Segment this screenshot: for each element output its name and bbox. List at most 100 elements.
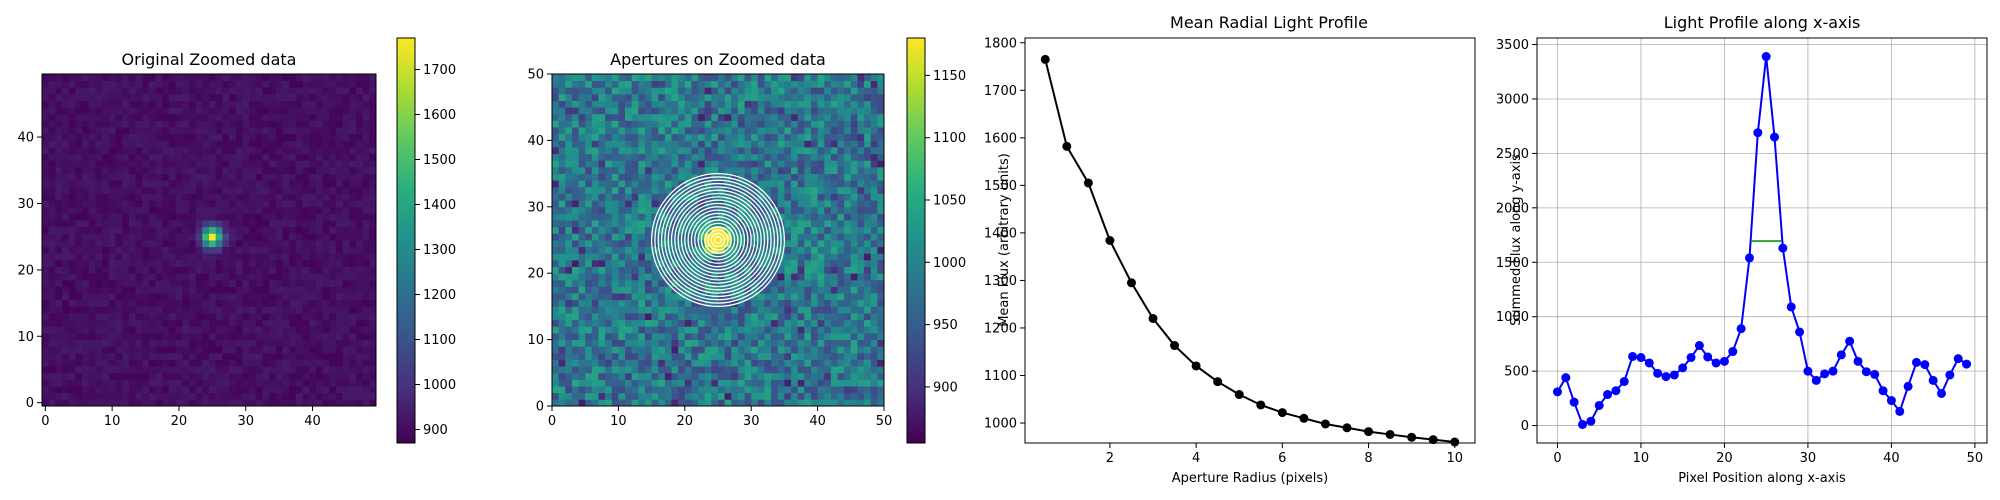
heatmap-cell [249,160,257,168]
heatmap-cell [235,193,243,201]
heatmap-cell [162,74,170,82]
heatmap-cell [791,399,799,406]
heatmap-cell [249,100,257,108]
heatmap-cell [42,399,50,406]
heatmap-cell [870,366,878,374]
heatmap-cell [698,113,706,121]
heatmap-cell [598,100,606,108]
heatmap-cell [269,392,277,400]
heatmap-panel-original: Original Zoomed data 0 10 20 30 40010203040 … [17,37,456,444]
heatmap-cell [837,93,845,101]
heatmap-cell [638,346,646,354]
heatmap-cell [362,166,370,174]
heatmap-cell [585,366,593,374]
heatmap-cell [605,399,613,406]
heatmap-cell [262,166,270,174]
heatmap-cell [791,313,799,321]
heatmap-cell [108,332,116,340]
heatmap-cell [751,186,759,194]
heatmap-cell [718,133,726,141]
heatmap-cell [175,399,183,406]
heatmap-cell [128,293,136,301]
heatmap-cell [598,286,606,294]
heatmap-cell [142,153,150,161]
heatmap-cell [48,326,56,334]
heatmap-cell [578,93,586,101]
heatmap-cell [664,80,672,88]
heatmap-cell [349,220,357,228]
heatmap-cell [95,386,103,394]
heatmap-cell [115,173,123,181]
heatmap-cell [877,173,884,181]
heatmap-cell [671,166,679,174]
heatmap-cell [644,147,652,155]
heatmap-cell [55,259,63,267]
heatmap-cell [262,346,270,354]
heatmap-cell [784,319,792,327]
heatmap-cell [578,127,586,135]
heatmap-cell [571,93,579,101]
heatmap-cell [188,286,197,294]
heatmap-cell [718,379,726,387]
heatmap-cell [591,346,599,354]
heatmap-cell [830,180,838,188]
heatmap-cell [275,346,283,354]
heatmap-cell [295,359,303,367]
heatmap-cell [302,180,310,188]
heatmap-cell [309,319,317,327]
heatmap-cell [857,120,865,128]
heatmap-cell [591,193,599,201]
heatmap-cell [322,332,330,340]
heatmap-cell [309,392,317,400]
heatmap-cell [82,233,90,241]
heatmap-cell [155,293,163,301]
heatmap-cell [82,366,90,374]
heatmap-cell [797,80,805,88]
heatmap-cell [718,319,726,327]
heatmap-cell [598,332,606,340]
heatmap-cell [791,266,799,274]
heatmap-cell [757,100,765,108]
heatmap-cell [195,93,203,101]
heatmap-cell [155,107,163,115]
heatmap-cell [671,140,679,148]
heatmap-cell [611,166,619,174]
heatmap-cell [751,359,759,367]
heatmap-cell [571,332,579,340]
heatmap-cell [115,319,123,327]
heatmap-cell [810,392,818,400]
heatmap-cell [565,80,573,88]
heatmap-cell [784,107,792,115]
heatmap-cell [315,93,323,101]
heatmap-cell [289,273,297,281]
heatmap-cell [744,140,752,148]
heatmap-cell [771,392,779,400]
heatmap-cell [275,100,283,108]
heatmap-cell [42,120,50,128]
heatmap-cell [631,233,639,241]
heatmap-cell [857,206,865,214]
heatmap-cell [764,166,772,174]
heatmap-cell [611,379,619,387]
heatmap-cell [844,220,852,228]
heatmap-cell [202,173,210,181]
heatmap-cell [870,319,878,327]
heatmap-cell [295,313,303,321]
heatmap-cell [162,266,170,274]
heatmap-cell [817,240,825,248]
heatmap-cell [275,180,283,188]
heatmap-cell [664,346,672,354]
heatmap-cell [142,326,150,334]
heatmap-cell [48,120,56,128]
heatmap-cell [644,120,652,128]
heatmap-cell [315,246,323,254]
heatmap-cell [704,319,712,327]
heatmap-cell [255,253,263,261]
heatmap-cell [68,326,76,334]
heatmap-cell [585,213,593,221]
heatmap-cell [215,220,223,228]
heatmap-cell [322,392,330,400]
heatmap-cell [857,140,865,148]
heatmap-cell [315,332,323,340]
heatmap-cell [611,259,619,267]
